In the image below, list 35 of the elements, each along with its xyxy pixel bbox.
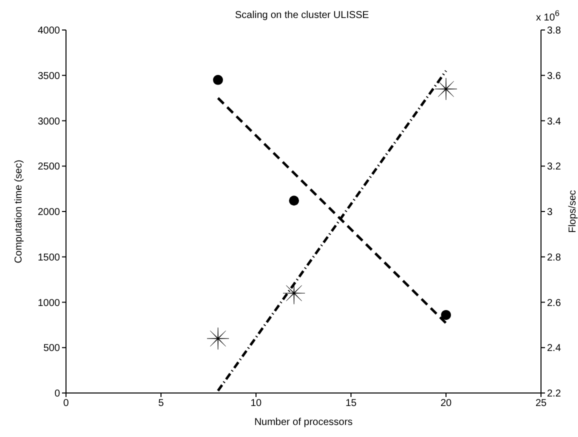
y2-tick-label: 2.8 xyxy=(547,252,562,264)
y2-tick-label: 2.6 xyxy=(547,298,562,309)
x-axis-title: Number of processors xyxy=(254,417,353,428)
y2-tick-label: 3.4 xyxy=(547,116,562,128)
x-tick-label: 10 xyxy=(250,398,262,410)
x-tick-label: 15 xyxy=(345,398,357,410)
y-tick-label: 4000 xyxy=(38,26,60,37)
y2-axis-title: Flops/sec xyxy=(568,190,578,233)
y-tick-label: 2500 xyxy=(38,162,60,173)
point xyxy=(441,310,451,320)
y-tick-label: 500 xyxy=(43,343,60,354)
y-tick-label: 1500 xyxy=(38,252,60,264)
y-tick-label: 1000 xyxy=(38,298,60,309)
y-tick-label: 3000 xyxy=(38,116,60,128)
x-tick-label: 20 xyxy=(440,398,452,410)
y-tick-label: 2000 xyxy=(38,207,60,218)
y-axis-title: Computation time (sec) xyxy=(14,160,25,264)
y2-tick-label: 3.2 xyxy=(547,162,562,173)
y2-tick-label: 2.2 xyxy=(547,388,562,400)
y2-tick-label: 3.8 xyxy=(547,26,562,37)
point xyxy=(289,196,299,206)
y2-tick-label: 3.6 xyxy=(547,70,562,82)
y2-tick-label: 2.4 xyxy=(547,343,562,354)
text: x 10$^{6}$ xyxy=(536,8,560,24)
x-tick-label: 0 xyxy=(63,398,70,410)
y2-tick-label: 3 xyxy=(547,207,553,218)
point xyxy=(434,78,458,100)
point xyxy=(213,74,223,85)
y-tick-label: 3500 xyxy=(38,70,60,82)
y-tick-label: 0 xyxy=(54,388,60,400)
chart-title: Scaling on the cluster ULISSE xyxy=(235,10,369,21)
point xyxy=(282,282,306,304)
x-tick-label: 25 xyxy=(535,398,547,410)
x-tick-label: 5 xyxy=(158,398,164,410)
point xyxy=(206,327,230,350)
